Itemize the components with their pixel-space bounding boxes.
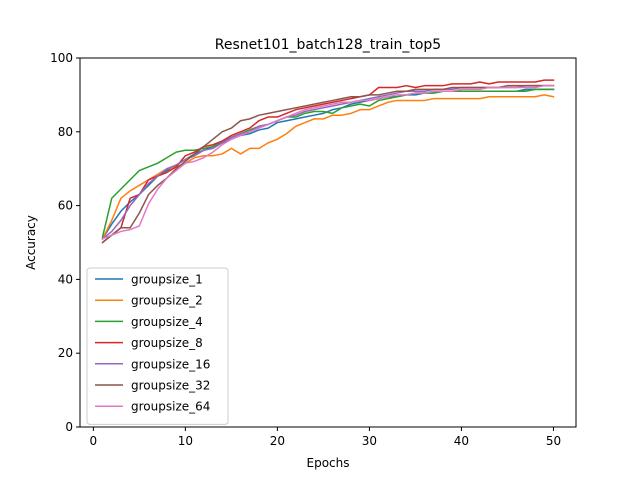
legend-label: groupsize_2: [131, 294, 203, 308]
x-tick-label: 40: [454, 434, 469, 448]
series-line-groupsize-2: [101, 94, 555, 240]
legend-label: groupsize_1: [131, 273, 203, 287]
x-tick-label: 0: [90, 434, 98, 448]
series-line-groupsize-32: [101, 84, 555, 244]
plot-frame: [79, 57, 577, 428]
x-tick-label: 30: [362, 434, 377, 448]
y-tick-label: 40: [58, 272, 73, 286]
legend-label: groupsize_16: [131, 357, 210, 371]
y-tick-label: 0: [65, 420, 73, 434]
x-tick-label: 10: [178, 434, 193, 448]
legend-label: groupsize_8: [131, 336, 203, 350]
axis-ticks: 0 10 20 30 40 50 0 20 40 60 80 100: [50, 51, 561, 448]
legend: groupsize_1 groupsize_2 groupsize_4groupsi…: [86, 267, 229, 425]
y-tick-label: 60: [58, 199, 73, 213]
x-tick-label: 50: [546, 434, 561, 448]
series-line-groupsize-8: [101, 79, 555, 244]
legend-label: groupsize_32: [131, 379, 210, 393]
series-line-groupsize-4: [101, 88, 555, 238]
y-tick-label: 20: [58, 346, 73, 360]
y-axis-label: Accuracy: [24, 215, 38, 270]
x-tick-label: 20: [270, 434, 285, 448]
y-tick-label: 100: [50, 51, 73, 65]
chart-title: Resnet101_batch128_train_top5: [215, 37, 441, 53]
legend-label: groupsize_64: [131, 400, 210, 414]
y-tick-label: 80: [58, 125, 73, 139]
legend-label: groupsize_4: [131, 315, 203, 329]
series-lines: [101, 79, 555, 244]
series-line-groupsize-64: [101, 84, 555, 240]
x-axis-label: Epochs: [307, 456, 350, 470]
